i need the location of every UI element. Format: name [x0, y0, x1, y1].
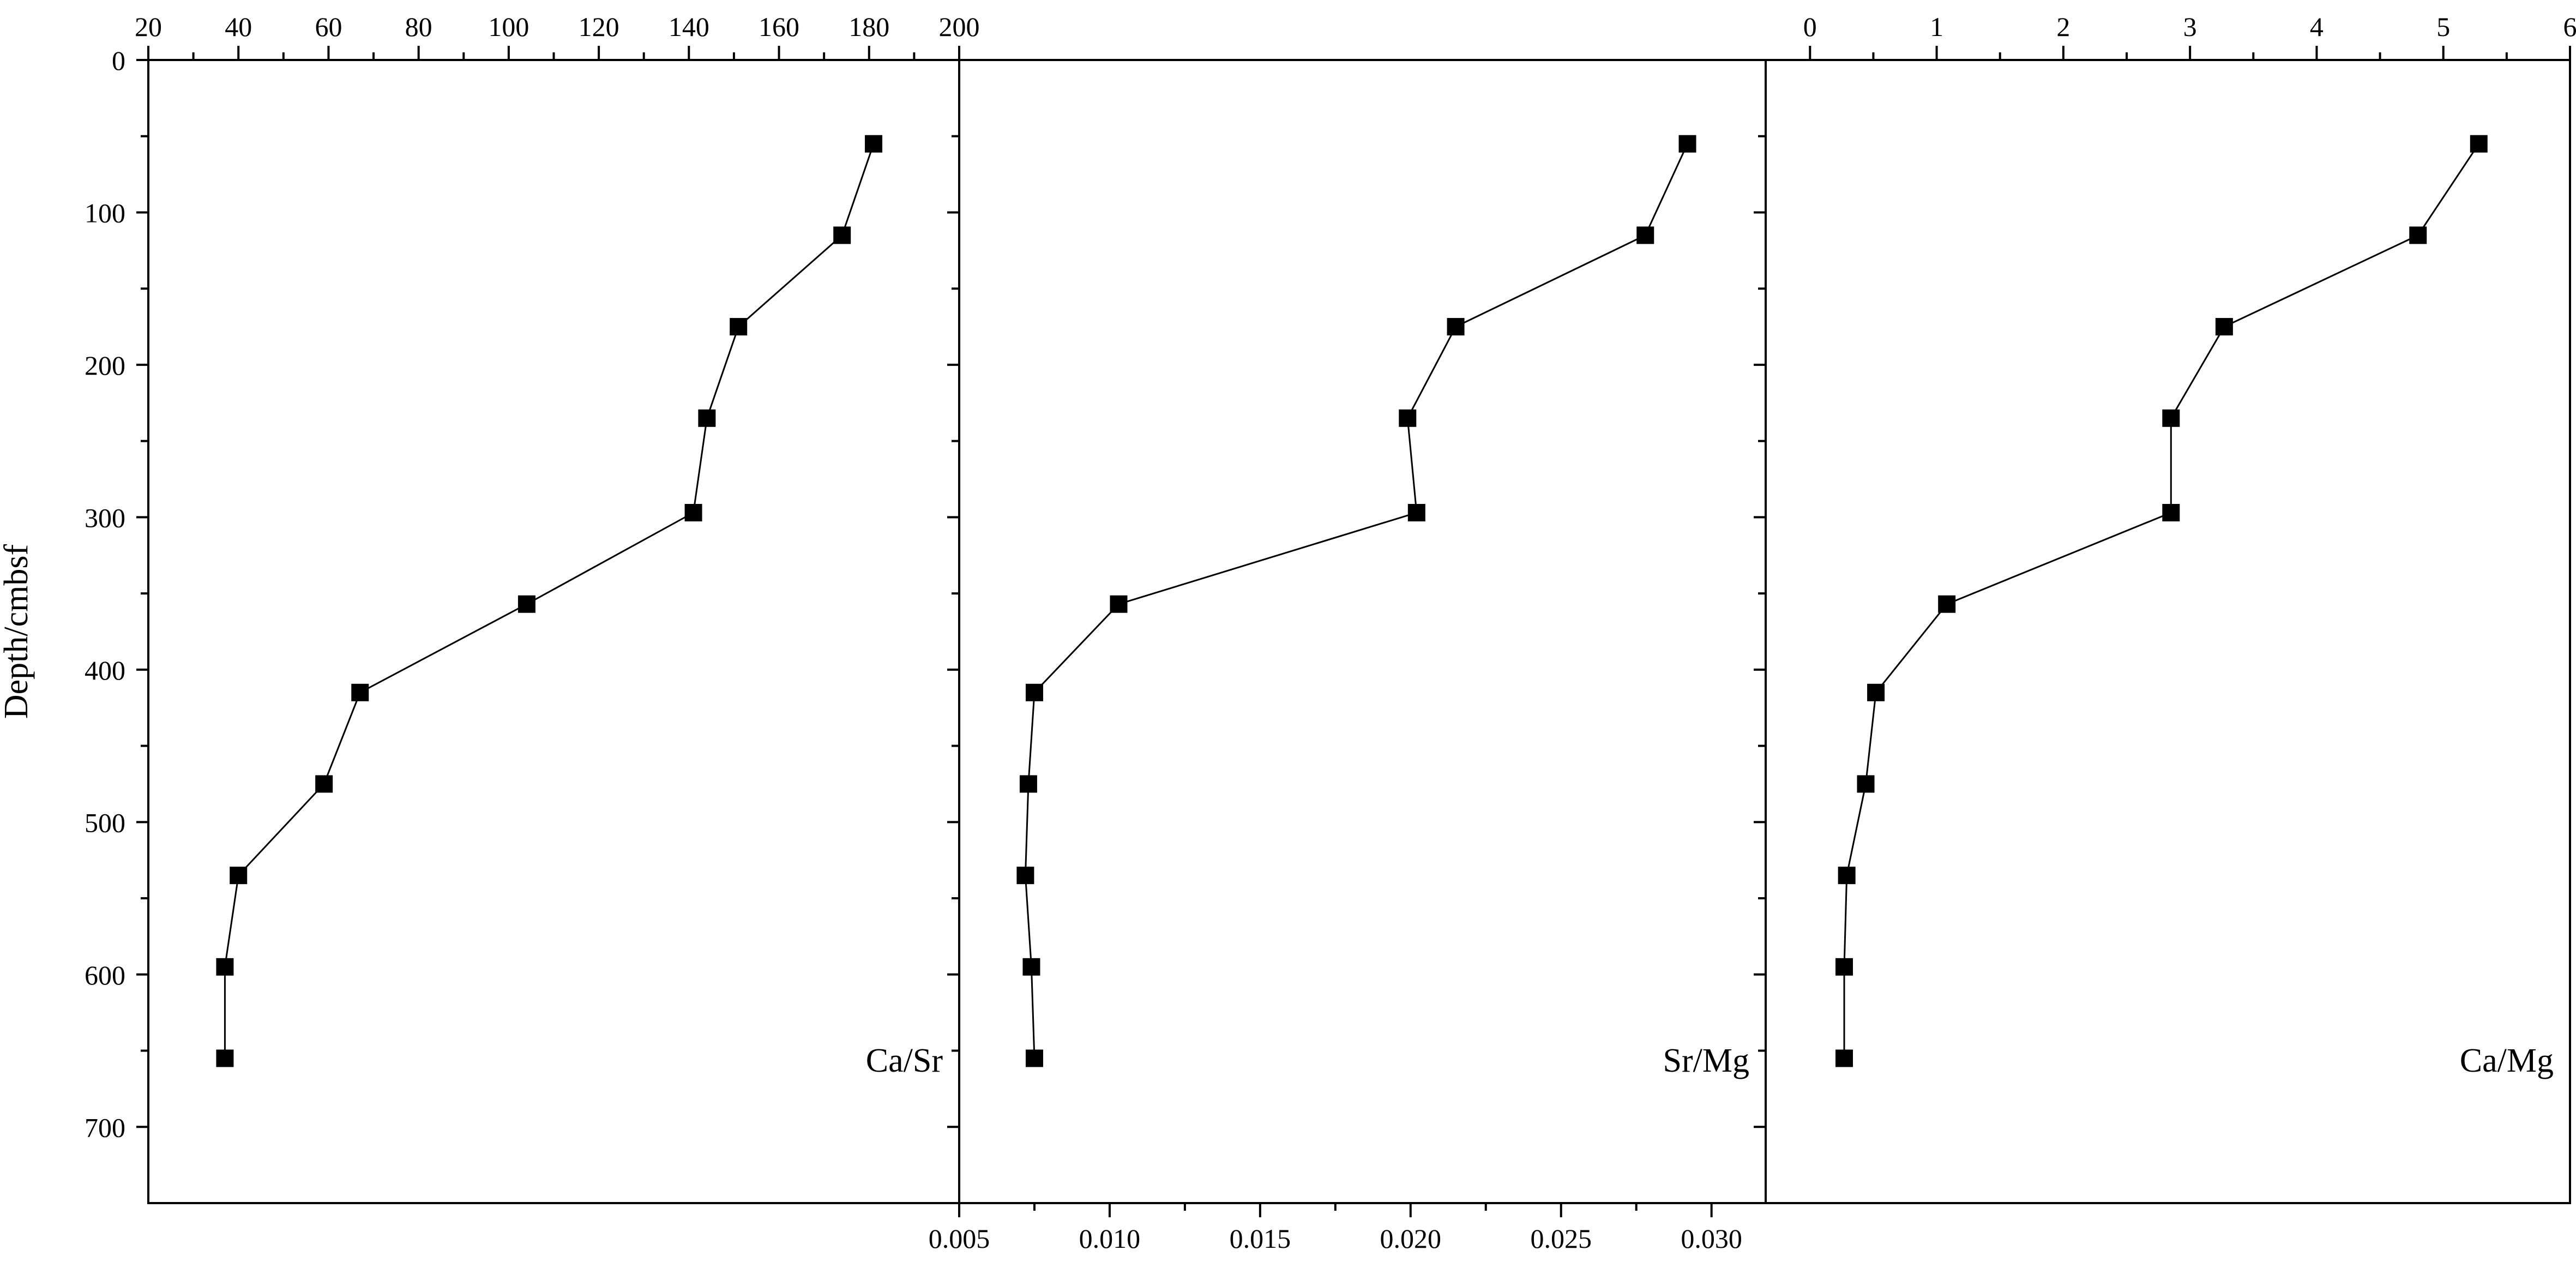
- x-tick-label: 0.015: [1230, 1223, 1291, 1254]
- panel-label: Sr/Mg: [1663, 1042, 1749, 1079]
- data-point-marker: [1019, 775, 1037, 793]
- data-point-marker: [2470, 135, 2488, 153]
- y-tick-label: 100: [85, 197, 125, 228]
- y-tick-label: 500: [85, 807, 125, 838]
- data-point-marker: [1678, 135, 1696, 153]
- data-point-marker: [1016, 867, 1034, 885]
- x-tick-label: 120: [579, 11, 619, 42]
- data-point-marker: [1938, 595, 1956, 613]
- data-point-marker: [1022, 958, 1040, 976]
- y-tick-label: 300: [85, 502, 125, 533]
- data-point-marker: [1025, 1049, 1043, 1067]
- data-point-marker: [315, 775, 333, 793]
- data-point-marker: [698, 409, 716, 427]
- x-tick-label: 0.030: [1681, 1223, 1742, 1254]
- data-point-marker: [1857, 775, 1875, 793]
- data-point-marker: [351, 683, 369, 701]
- data-point-marker: [730, 318, 748, 336]
- panel-frame: [1765, 59, 2571, 1204]
- x-tick-label: 160: [759, 11, 799, 42]
- panel-3: 0 1 2 3 4 5 6 Ca/Mg: [1754, 11, 2576, 1204]
- data-point-marker: [684, 504, 702, 522]
- data-point-marker: [230, 867, 248, 885]
- x-tick-label: 0.010: [1079, 1223, 1141, 1254]
- x-tick-label: 0.025: [1530, 1223, 1592, 1254]
- data-point-marker: [1025, 683, 1043, 701]
- data-point-marker: [1835, 958, 1853, 976]
- x-tick-label: 60: [315, 11, 342, 42]
- x-tick-label: 20: [135, 11, 162, 42]
- data-point-marker: [833, 226, 851, 244]
- data-point-marker: [2162, 504, 2180, 522]
- x-tick-label: 40: [225, 11, 252, 42]
- data-point-marker: [2215, 318, 2233, 336]
- y-tick-label: 200: [85, 350, 125, 381]
- data-point-marker: [1399, 409, 1417, 427]
- x-tick-label: 140: [669, 11, 709, 42]
- x-tick-label: 5: [2436, 11, 2450, 42]
- x-tick-label: 4: [2310, 11, 2324, 42]
- data-point-marker: [517, 595, 535, 613]
- x-tick-label: 0: [1803, 11, 1817, 42]
- panel-label: Ca/Mg: [2460, 1042, 2554, 1079]
- series-line: [224, 143, 875, 1059]
- y-tick-label: 600: [85, 960, 125, 990]
- data-point-marker: [865, 135, 883, 153]
- data-point-marker: [1835, 1049, 1853, 1067]
- x-tick-label: 200: [939, 11, 980, 42]
- x-tick-label: 0.020: [1380, 1223, 1442, 1254]
- x-tick-label: 1: [1930, 11, 1943, 42]
- data-point-marker: [1838, 867, 1856, 885]
- x-tick-label: 80: [405, 11, 432, 42]
- y-axis-label: Depth/cmbsf: [0, 544, 35, 719]
- data-point-marker: [1447, 318, 1465, 336]
- data-point-marker: [2162, 409, 2180, 427]
- data-point-marker: [1636, 226, 1654, 244]
- chart-panels: 20 40 60 80 100 120 140 160 180 20001002003004005…: [0, 11, 2576, 1254]
- data-point-marker: [216, 1049, 234, 1067]
- panel-label: Ca/Sr: [866, 1042, 943, 1079]
- data-point-marker: [1407, 504, 1425, 522]
- panel-1: 20 40 60 80 100 120 140 160 180 200 0 100 200 300 400 5…: [0, 11, 980, 1204]
- x-tick-label: 100: [488, 11, 529, 42]
- y-tick-label: 0: [112, 45, 125, 76]
- x-tick-label: 2: [2056, 11, 2070, 42]
- y-tick-label: 700: [85, 1112, 125, 1143]
- data-point-marker: [216, 958, 234, 976]
- x-tick-label: 6: [2563, 11, 2576, 42]
- panel-2: 0.005 0.010 0.015 0.020 0.025 0.030 Sr/Mg: [929, 59, 1767, 1254]
- y-tick-label: 400: [85, 655, 125, 686]
- x-tick-label: 180: [848, 11, 889, 42]
- data-point-marker: [2409, 226, 2427, 244]
- data-point-marker: [1867, 683, 1885, 701]
- x-tick-label: 0.005: [929, 1223, 990, 1254]
- x-tick-label: 3: [2183, 11, 2197, 42]
- data-point-marker: [1110, 595, 1128, 613]
